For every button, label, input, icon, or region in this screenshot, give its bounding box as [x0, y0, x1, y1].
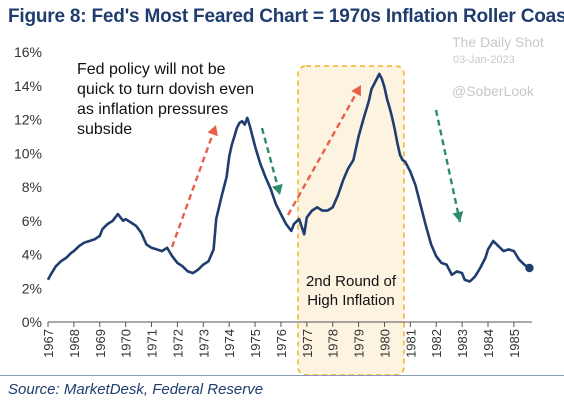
down-arrow-second-shaft: [434, 109, 462, 223]
x-tick-label: 1977: [300, 329, 315, 358]
down-arrow-second: [434, 109, 464, 223]
x-tick-label: 1968: [67, 329, 82, 358]
latest-data-point: [525, 263, 534, 273]
y-tick-label: 10%: [14, 145, 42, 161]
x-tick-label: 1979: [352, 329, 367, 358]
y-tick-label: 14%: [14, 78, 42, 94]
x-tick-label: 1974: [222, 329, 237, 358]
policy-annotation-line: Fed policy will not be: [77, 61, 226, 78]
second-round-label-line: 2nd Round of: [306, 273, 397, 290]
x-tick-label: 1983: [455, 329, 470, 358]
y-tick-label: 2%: [22, 280, 42, 296]
chart-annotations: Fed policy will not be quick to turn dovi…: [77, 61, 397, 309]
x-tick-label: 1978: [326, 329, 341, 358]
second-round-label-line: High Inflation: [307, 292, 395, 309]
x-tick-label: 1976: [274, 329, 289, 358]
y-tick-label: 16%: [14, 44, 42, 60]
x-axis: 1967 1968 1969 1970 1971 1972 1973 1974 1975 1976…: [41, 321, 532, 358]
y-tick-label: 6%: [22, 213, 42, 229]
down-arrow-second-head: [452, 211, 464, 222]
x-tick-label: 1980: [377, 329, 392, 358]
chart-title: Figure 8: Fed's Most Feared Chart = 1970…: [8, 6, 564, 27]
x-tick-label: 1969: [93, 329, 108, 358]
down-arrow-first-head: [272, 183, 283, 195]
x-tick-label: 1973: [196, 329, 211, 358]
y-tick-label: 8%: [22, 179, 42, 195]
x-tick-label: 1984: [481, 329, 496, 358]
up-arrow-second-shaft: [286, 84, 363, 216]
inflation-series-line: [46, 72, 531, 283]
x-tick-label: 1971: [145, 329, 160, 358]
footer-rule: [0, 375, 564, 376]
x-tick-label: 1982: [429, 329, 444, 358]
trend-arrows: [170, 84, 464, 248]
policy-annotation-line: quick to turn dovish even: [77, 81, 254, 98]
x-tick-label: 1972: [170, 329, 185, 358]
up-arrow-first-head: [207, 125, 218, 137]
up-arrow-first: [170, 124, 218, 248]
up-arrow-first-shaft: [170, 124, 218, 248]
y-tick-label: 4%: [22, 247, 42, 263]
x-tick-label: 1970: [119, 329, 134, 358]
up-arrow-second: [286, 84, 363, 216]
down-arrow-first: [260, 127, 283, 196]
x-tick-label: 1975: [248, 329, 263, 358]
x-tick-label: 1985: [507, 329, 522, 358]
down-arrow-first-shaft: [260, 127, 282, 196]
policy-annotation-line: as inflation pressures: [77, 101, 228, 118]
up-arrow-second-head: [351, 85, 361, 97]
y-tick-label: 0%: [22, 314, 42, 330]
policy-annotation-line: subside: [77, 121, 132, 138]
y-tick-label: 12%: [14, 112, 42, 128]
y-axis: 0% 2% 4% 6% 8% 10% 12% 14% 16%: [14, 44, 42, 330]
x-tick-label: 1981: [403, 329, 418, 358]
source-note: Source: MarketDesk, Federal Reserve: [8, 381, 264, 398]
x-tick-label: 1967: [41, 329, 56, 358]
second-round-highlight: [297, 65, 405, 376]
